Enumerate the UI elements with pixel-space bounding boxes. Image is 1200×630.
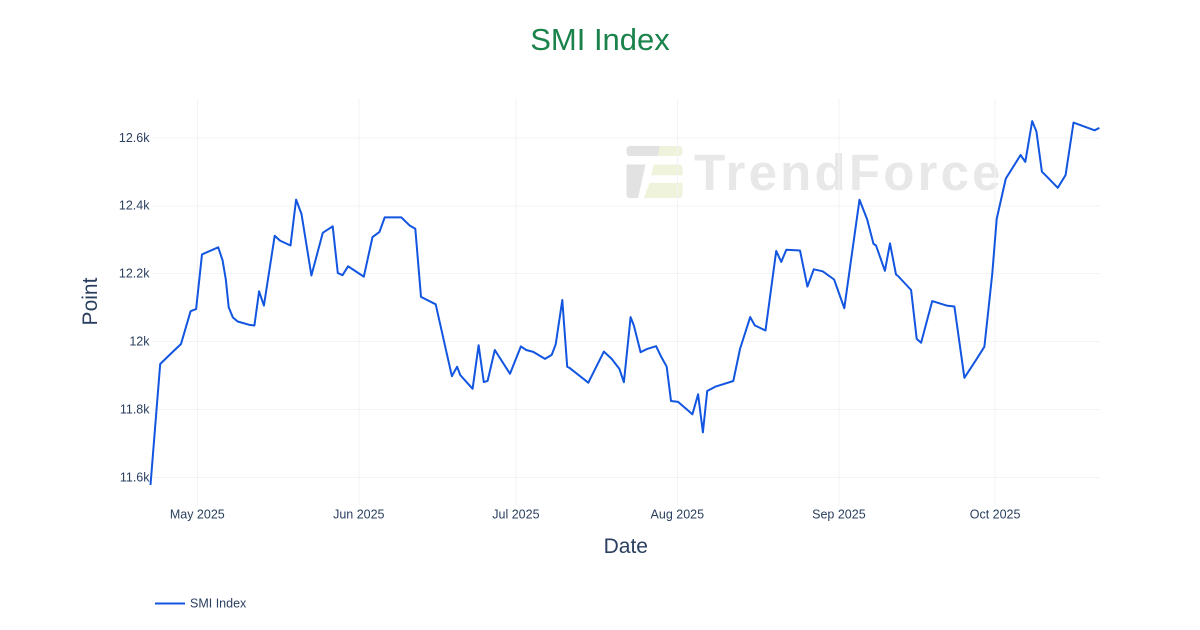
svg-text:11.8k: 11.8k [120,402,150,416]
svg-text:12.4k: 12.4k [119,199,150,213]
svg-text:SMI Index: SMI Index [530,22,670,57]
svg-text:May 2025: May 2025 [170,508,225,522]
svg-text:TrendForce: TrendForce [694,144,1004,201]
svg-text:12.6k: 12.6k [119,131,150,145]
svg-text:12k: 12k [129,335,150,349]
svg-text:Jul 2025: Jul 2025 [492,508,539,522]
svg-text:Date: Date [604,535,648,558]
svg-text:11.6k: 11.6k [120,470,150,484]
svg-text:Aug 2025: Aug 2025 [651,508,705,522]
svg-text:Point: Point [79,277,102,325]
svg-text:SMI Index: SMI Index [190,597,247,611]
svg-text:Jun 2025: Jun 2025 [333,508,384,522]
svg-text:Sep 2025: Sep 2025 [812,508,866,522]
svg-text:Oct 2025: Oct 2025 [970,508,1021,522]
svg-text:12.2k: 12.2k [119,267,150,281]
